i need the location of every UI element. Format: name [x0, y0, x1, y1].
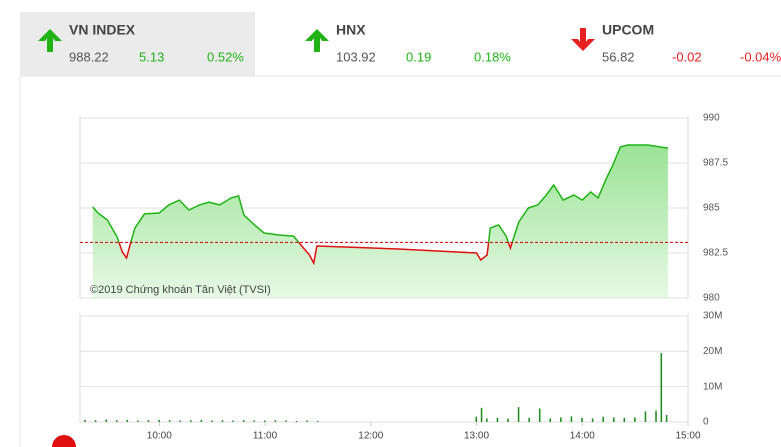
volume-bar	[168, 420, 171, 422]
volume-bar	[665, 414, 668, 422]
volume-bar	[591, 418, 594, 422]
volume-bar	[158, 419, 160, 422]
index-change: -0.02	[672, 49, 702, 64]
index-percent: -0.04%	[740, 49, 781, 64]
direction-arrow	[38, 29, 62, 52]
volume-bar	[507, 418, 509, 422]
volume-bar	[538, 408, 541, 422]
volume-bar	[264, 420, 266, 422]
x-tick-label: 12:00	[358, 431, 383, 442]
volume-bar	[623, 417, 626, 422]
volume-bar	[549, 418, 552, 422]
volume-bar	[253, 420, 255, 422]
index-name: VN INDEX	[69, 22, 136, 38]
volume-bar	[475, 416, 478, 422]
volume-bar	[190, 420, 192, 422]
volume-bar	[84, 419, 86, 422]
index-percent: 0.18%	[474, 49, 511, 64]
y-tick-label: 10M	[703, 381, 722, 392]
direction-arrow	[305, 29, 329, 52]
volume-bar	[274, 420, 277, 422]
x-tick-label: 13:00	[464, 431, 489, 442]
volume-bar	[242, 420, 245, 422]
volume-bar	[211, 420, 213, 422]
price-line-up	[92, 144, 669, 243]
volume-bar	[126, 419, 129, 422]
index-value: 988.22	[69, 49, 109, 64]
index-name: HNX	[336, 22, 366, 38]
y-tick-label: 0	[703, 417, 709, 428]
volume-bar	[295, 420, 298, 422]
x-tick-label: 10:00	[147, 431, 172, 442]
volume-bar	[486, 418, 488, 422]
volume-bar	[285, 420, 287, 422]
volume-bar	[602, 416, 604, 422]
index-change: 5.13	[139, 49, 164, 64]
copyright: ©2019 Chứng khoán Tân Việt (TVSI)	[90, 284, 271, 296]
active-tab	[20, 12, 255, 76]
y-tick-label: 980	[703, 293, 720, 304]
y-tick-label: 987.5	[703, 158, 728, 169]
volume-bar	[644, 411, 647, 422]
y-tick-label: 985	[703, 203, 720, 214]
volume-bar	[116, 420, 118, 422]
volume-bar	[137, 420, 139, 422]
y-tick-label: 982.5	[703, 248, 728, 259]
volume-bar	[200, 419, 203, 422]
volume-bar	[316, 420, 319, 422]
volume-bar	[496, 417, 499, 422]
volume-bar	[517, 407, 520, 422]
volume-bar	[306, 420, 308, 422]
volume-bar	[179, 420, 181, 422]
direction-arrow	[571, 28, 595, 51]
volume-bar	[570, 416, 573, 422]
index-percent: 0.52%	[207, 49, 244, 64]
volume-bar	[560, 417, 562, 422]
volume-bar	[655, 410, 657, 422]
y-tick-label: 30M	[703, 311, 722, 322]
volume-bar	[581, 417, 583, 422]
volume-bar	[105, 419, 107, 422]
volume-bar	[147, 420, 150, 422]
volume-bar	[232, 420, 234, 422]
volume-bar	[528, 417, 530, 422]
y-tick-label: 990	[703, 113, 720, 124]
badge	[52, 435, 76, 447]
volume-bar	[221, 420, 224, 422]
price-area	[92, 145, 668, 298]
y-tick-label: 20M	[703, 346, 722, 357]
x-tick-label: 11:00	[253, 431, 278, 442]
volume-bar	[660, 353, 663, 422]
index-name: UPCOM	[602, 22, 654, 38]
index-change: 0.19	[406, 49, 431, 64]
volume-bar	[634, 417, 636, 422]
volume-bar	[94, 420, 97, 422]
x-tick-label: 14:00	[570, 431, 595, 442]
volume-bar	[612, 417, 615, 422]
index-value: 56.82	[602, 49, 635, 64]
index-value: 103.92	[336, 49, 376, 64]
x-tick-label: 15:00	[675, 431, 700, 442]
price-line-down	[118, 242, 514, 266]
volume-bar	[480, 407, 483, 422]
